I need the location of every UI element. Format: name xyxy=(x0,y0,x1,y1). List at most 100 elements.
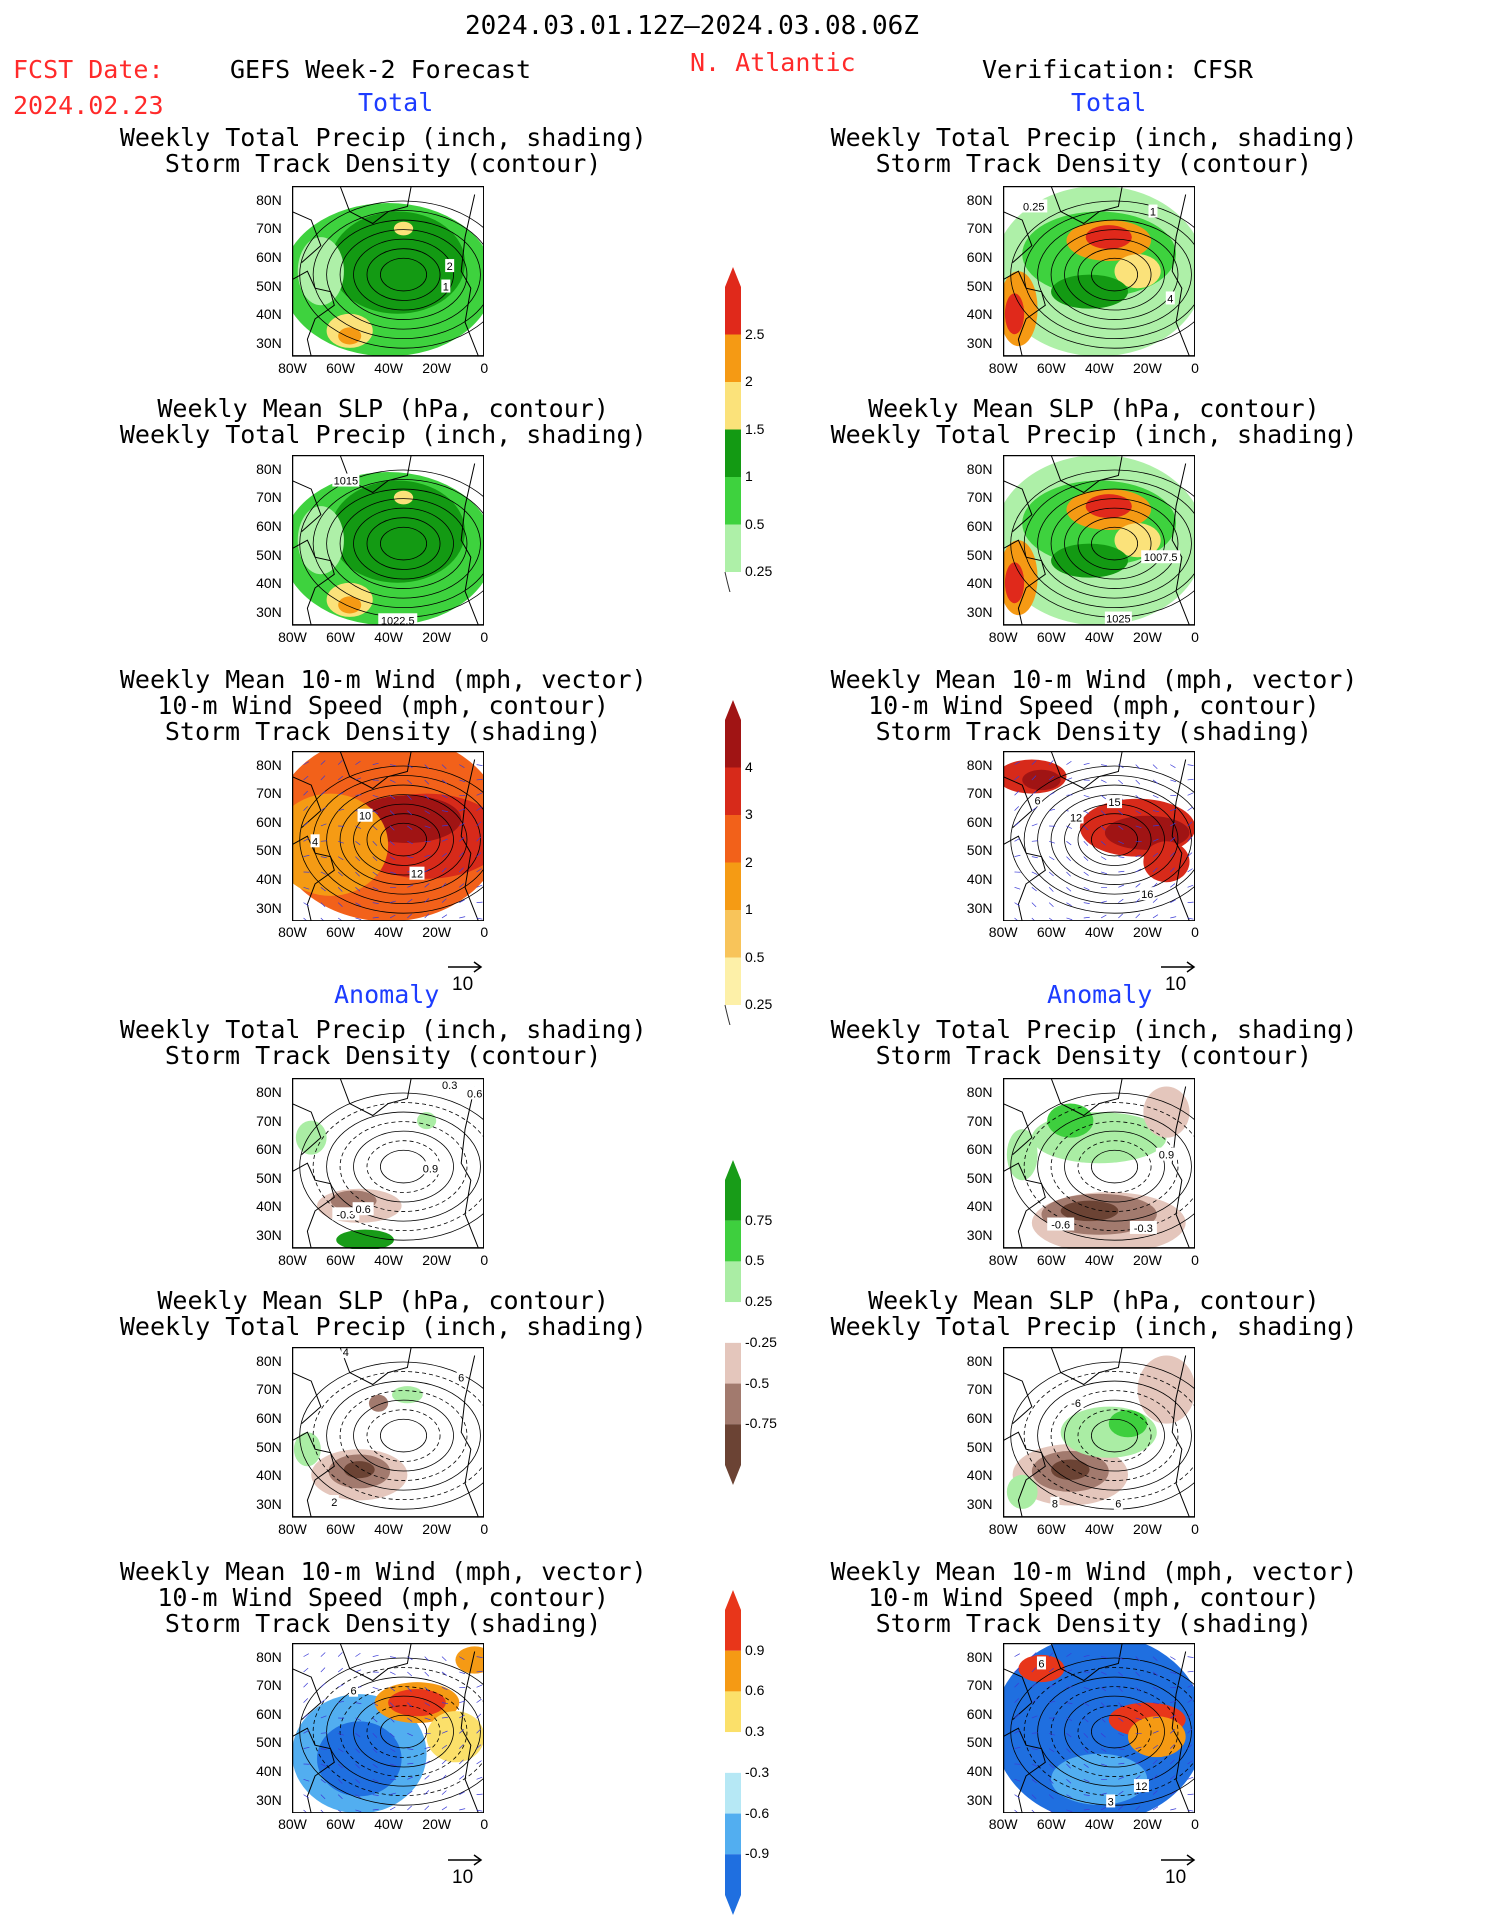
wind-vector xyxy=(1118,840,1124,844)
lat-tick-label: 70N xyxy=(256,220,282,237)
wind-vector xyxy=(1135,764,1141,769)
wind-vector xyxy=(1083,1686,1090,1690)
wind-vector xyxy=(476,901,483,903)
lon-tick-label: 60W xyxy=(326,924,355,941)
wind-vector xyxy=(1169,837,1175,842)
contour-line xyxy=(366,1705,441,1758)
coastline xyxy=(1050,750,1123,789)
wind-vector xyxy=(1083,1717,1089,1723)
colorbar-segment xyxy=(725,1383,741,1425)
coastline xyxy=(292,775,322,828)
wind-vector xyxy=(320,840,327,842)
wind-vector xyxy=(389,1748,396,1752)
contour-line xyxy=(1037,488,1192,599)
lat-tick-label: 40N xyxy=(256,1763,282,1780)
colorbar-label: 0.25 xyxy=(745,996,773,1012)
svg-text:3: 3 xyxy=(1107,1796,1113,1808)
coastline xyxy=(460,1086,480,1249)
wind-vector xyxy=(407,1748,414,1750)
wind-vector xyxy=(1066,1702,1073,1705)
wind-vector xyxy=(338,1684,344,1688)
wind-vector xyxy=(1187,792,1194,796)
wind-vector xyxy=(407,1762,414,1765)
wind-vector xyxy=(389,1717,395,1723)
wind-vector xyxy=(372,871,378,876)
wind-vector xyxy=(1117,1805,1123,1811)
panel-title-line: 10-m Wind Speed (mph, contour) xyxy=(157,690,609,720)
wind-vector xyxy=(1152,852,1158,857)
colorbar-label: -0.5 xyxy=(745,1374,770,1391)
wind-vector xyxy=(1031,806,1037,811)
wind-vector xyxy=(459,1808,466,1811)
panel-title-line: Weekly Mean 10-m Wind (mph, vector) xyxy=(119,1556,647,1586)
panel-title-line: Weekly Mean SLP (hPa, contour) xyxy=(868,1285,1320,1315)
wind-vector xyxy=(1152,824,1159,827)
weather-map: 0.25 1 4 xyxy=(1002,186,1196,357)
panel-title-line: Weekly Total Precip (inch, shading) xyxy=(830,123,1358,153)
wind-vector xyxy=(372,1702,379,1707)
contour-label: 0.9 xyxy=(1155,1147,1177,1162)
contour-line xyxy=(380,822,428,857)
wind-vector xyxy=(1135,1656,1141,1662)
shaded-field xyxy=(294,1432,321,1467)
contour-label: 6 xyxy=(1032,793,1042,807)
contour-line xyxy=(326,1111,481,1222)
svg-text:12: 12 xyxy=(1135,1781,1147,1793)
verification-label: Verification: CFSR xyxy=(982,55,1253,84)
lat-tick-label: 70N xyxy=(256,1381,282,1398)
shaded-field xyxy=(1004,562,1024,604)
contour-label: 1022.5 xyxy=(378,613,418,626)
wind-vector xyxy=(355,1748,361,1754)
shaded-field xyxy=(1050,274,1128,309)
wind-vector xyxy=(320,1667,326,1673)
shaded-field xyxy=(365,801,443,830)
wind-vector xyxy=(1169,1775,1175,1780)
contour-label: 4 xyxy=(310,834,320,848)
lat-tick-label: 30N xyxy=(966,1495,993,1512)
lat-tick-label: 80N xyxy=(256,460,282,477)
svg-text:6: 6 xyxy=(458,1373,464,1385)
contour-line xyxy=(1037,1676,1192,1787)
wind-vector xyxy=(476,764,483,766)
colorbar-label: 1.5 xyxy=(745,420,765,437)
svg-text:6: 6 xyxy=(1034,795,1040,807)
wind-vector xyxy=(337,886,343,892)
wind-vector xyxy=(320,760,326,765)
region-label: N. Atlantic xyxy=(690,48,856,77)
wind-vector xyxy=(459,837,465,842)
wind-vector xyxy=(372,1748,378,1753)
wind-vector xyxy=(372,1654,379,1657)
wind-vector xyxy=(441,764,447,769)
wind-vector xyxy=(1187,1728,1192,1734)
lat-tick-label: 40N xyxy=(966,575,993,592)
vector-ref-arrow-1 xyxy=(448,961,483,973)
wind-vector xyxy=(1031,1667,1037,1673)
wind-vector xyxy=(1083,902,1090,904)
wind-vector xyxy=(1100,810,1106,815)
coastline xyxy=(292,539,335,626)
contour-label: 2 xyxy=(445,259,455,273)
vector-ref-label-1: 10 xyxy=(452,974,474,995)
colorbar-label: 2.5 xyxy=(745,325,765,342)
contour-line xyxy=(1063,1131,1165,1203)
lat-tick-label: 60N xyxy=(256,518,282,535)
wind-vector xyxy=(407,1717,413,1722)
wind-vector xyxy=(1117,1656,1124,1661)
contour-line xyxy=(1023,210,1196,340)
wind-vector xyxy=(338,1748,344,1753)
wind-vector xyxy=(459,852,464,857)
lon-tick-label: 40W xyxy=(374,1251,404,1268)
lat-tick-label: 40N xyxy=(966,1467,993,1484)
lat-tick-label: 50N xyxy=(256,277,282,294)
wind-vector xyxy=(338,1732,345,1736)
lon-tick-label: 40W xyxy=(374,924,404,941)
wind-vector xyxy=(1169,1714,1176,1719)
fcst-date-label: FCST Date: xyxy=(13,55,164,84)
coastline xyxy=(1002,1727,1046,1814)
map-frame xyxy=(1002,1347,1196,1518)
contour-line xyxy=(1050,1390,1179,1482)
wind-vector xyxy=(372,1778,379,1783)
wind-vector xyxy=(338,775,344,781)
wind-vector xyxy=(1031,790,1037,796)
lon-tick-label: 40W xyxy=(1084,1251,1114,1268)
